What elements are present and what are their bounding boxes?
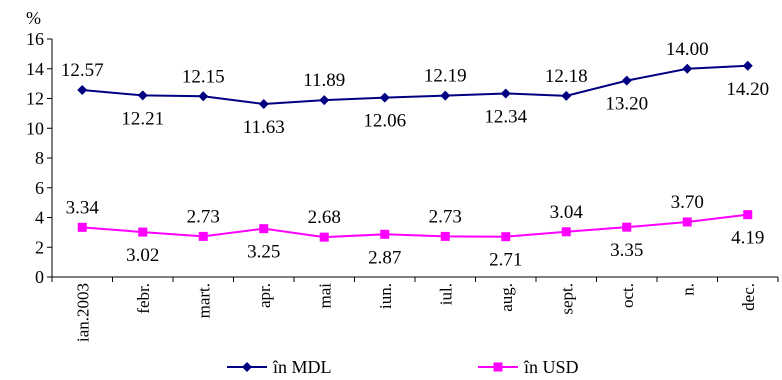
data-point-usd xyxy=(440,231,450,241)
data-point-usd xyxy=(259,224,269,234)
legend-label-usd: în USD xyxy=(523,357,579,377)
data-point-usd xyxy=(380,229,390,239)
data-label-mdl: 12.15 xyxy=(182,66,225,87)
data-label-usd: 3.70 xyxy=(671,192,704,213)
x-tick-labels: ian.2003 febr. mart. apr. mai iun. iul. aug. sep… xyxy=(73,283,758,342)
data-point-mdl xyxy=(198,91,209,102)
data-label-usd: 3.25 xyxy=(247,242,280,263)
series-line-mdl xyxy=(82,64,748,106)
y-tick-label: 8 xyxy=(35,148,44,168)
data-point-mdl xyxy=(258,99,269,110)
data-label-mdl: 14.00 xyxy=(666,39,709,60)
data-point-mdl xyxy=(742,60,753,71)
x-tick-label: mai xyxy=(315,283,334,309)
x-tick-label: ian.2003 xyxy=(73,283,92,342)
data-point-mdl xyxy=(77,85,88,96)
data-point-mdl xyxy=(440,90,451,101)
y-axis-unit-label: % xyxy=(26,8,41,28)
y-tick-label: 14 xyxy=(26,59,44,79)
data-point-mdl xyxy=(500,88,511,99)
y-tick-label: 16 xyxy=(26,29,44,49)
y-tick-label: 4 xyxy=(35,208,44,228)
data-label-usd: 4.19 xyxy=(731,228,764,249)
data-label-mdl: 12.19 xyxy=(424,66,467,87)
data-point-usd xyxy=(198,231,208,241)
data-label-mdl: 12.18 xyxy=(545,66,588,87)
x-tick-label: iul. xyxy=(436,283,455,305)
data-point-mdl xyxy=(682,63,693,74)
data-point-usd xyxy=(77,222,87,232)
data-label-mdl: 12.57 xyxy=(61,60,104,81)
y-tick-label: 0 xyxy=(35,267,44,287)
x-tick-label: dec. xyxy=(739,283,758,311)
x-tick-label: apr. xyxy=(255,283,274,308)
data-label-usd: 2.71 xyxy=(489,250,522,271)
data-label-mdl: 11.63 xyxy=(243,117,285,138)
x-tick-label: aug. xyxy=(497,283,516,312)
y-tick-label: 12 xyxy=(26,89,44,109)
data-point-mdl xyxy=(561,90,572,101)
data-label-usd: 3.35 xyxy=(610,240,643,261)
x-tick-label: oct. xyxy=(618,283,637,308)
x-tick-label: iun. xyxy=(376,283,395,309)
y-tick-labels: 0 2 4 6 8 10 12 14 16 xyxy=(26,29,44,287)
legend: în MDL în USD xyxy=(227,357,579,377)
data-point-mdl xyxy=(137,90,148,101)
data-label-mdl: 13.20 xyxy=(605,94,648,115)
data-label-usd: 2.73 xyxy=(187,206,220,227)
legend-marker-mdl xyxy=(242,362,252,372)
x-tick-label: mart. xyxy=(194,283,213,318)
data-point-usd xyxy=(682,217,692,227)
data-label-mdl: 12.21 xyxy=(121,108,164,129)
data-label-usd: 2.73 xyxy=(429,206,462,227)
data-point-mdl xyxy=(621,75,632,86)
data-label-mdl: 12.06 xyxy=(363,111,406,132)
legend-label-mdl: în MDL xyxy=(272,357,332,377)
data-label-mdl: 11.89 xyxy=(303,70,345,91)
data-point-usd xyxy=(319,232,329,242)
legend-marker-usd xyxy=(493,362,503,372)
data-labels: 12.57 12.21 12.15 11.63 11.89 12.06 12.19 12.34… xyxy=(61,39,769,271)
data-point-usd xyxy=(743,210,753,220)
x-tick-label: febr. xyxy=(134,283,153,314)
data-point-mdl xyxy=(379,92,390,103)
data-label-usd: 2.68 xyxy=(308,207,341,228)
data-label-usd: 3.02 xyxy=(126,245,159,266)
data-label-usd: 3.34 xyxy=(66,197,100,218)
y-tick-label: 10 xyxy=(26,118,44,138)
series-line-usd xyxy=(82,213,748,239)
data-point-usd xyxy=(501,232,511,242)
data-point-mdl xyxy=(319,95,330,106)
data-label-usd: 3.04 xyxy=(550,202,584,223)
data-label-mdl: 14.20 xyxy=(726,79,769,100)
x-tick-label: n. xyxy=(678,283,697,296)
series-lines xyxy=(77,60,753,242)
data-point-usd xyxy=(138,227,148,237)
data-point-usd xyxy=(561,227,571,237)
y-tick-label: 2 xyxy=(35,237,44,257)
x-tick-label: sept. xyxy=(557,283,576,315)
y-tick-label: 6 xyxy=(35,178,44,198)
data-point-usd xyxy=(622,222,632,232)
data-label-mdl: 12.34 xyxy=(484,106,527,127)
data-label-usd: 2.87 xyxy=(368,247,401,268)
chart-axes xyxy=(47,38,779,282)
